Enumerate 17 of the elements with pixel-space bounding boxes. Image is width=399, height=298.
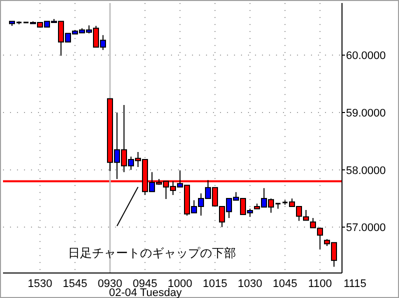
candlestick: [310, 217, 316, 228]
y-tick-label: 59.0000: [346, 107, 386, 120]
y-tick-label: 57.0000: [346, 222, 386, 234]
x-tick-label: 1030: [238, 278, 262, 290]
y-tick-label: 60.0000: [346, 50, 386, 62]
text: 02-04 Tuesday: [109, 287, 182, 298]
x-tick-label: 1000: [168, 278, 192, 290]
x-tick-label: 1045: [272, 278, 298, 290]
x-tick-label: 1530: [28, 278, 52, 290]
candlestick: [317, 228, 323, 250]
x-tick-label: 1115: [344, 278, 366, 290]
x-tick-label: 1100: [308, 278, 332, 290]
annotation: 日足チャートのギャップの下部: [68, 246, 236, 260]
y-tick-label: 58.0000: [346, 164, 386, 177]
x-tick-label: 1545: [62, 278, 88, 290]
x-tick-label: 1015: [202, 278, 228, 290]
candlestick: [303, 209, 309, 221]
